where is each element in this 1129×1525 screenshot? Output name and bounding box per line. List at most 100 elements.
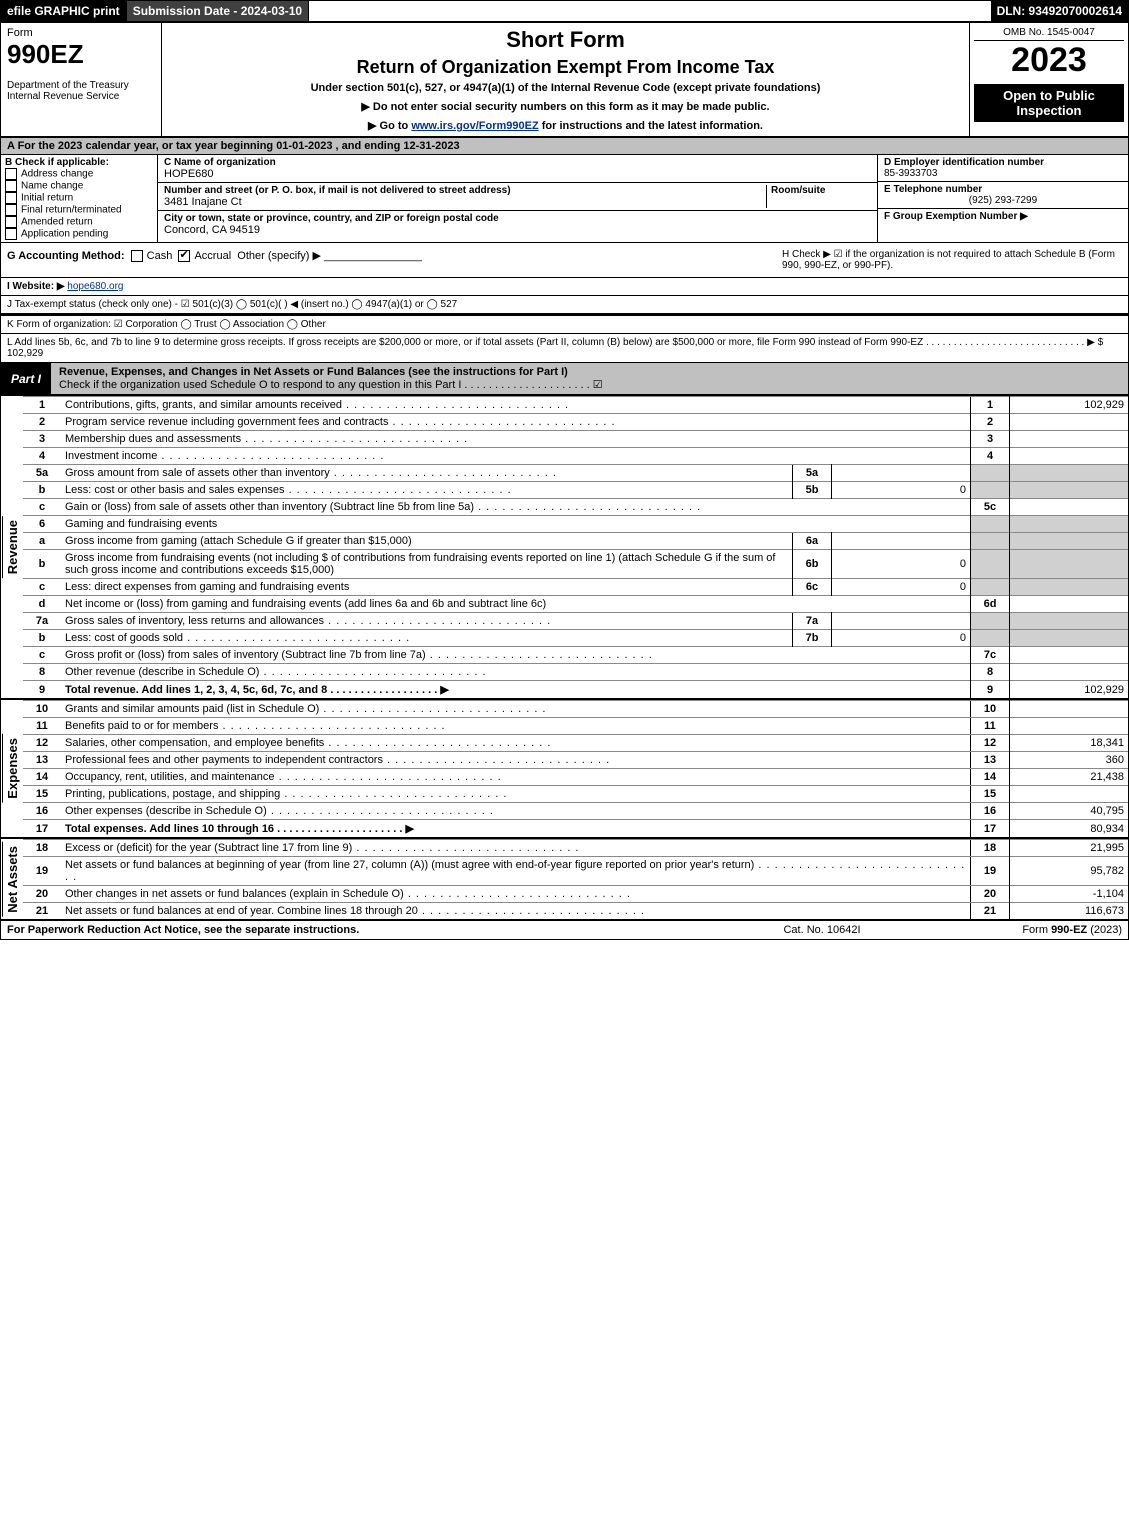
footer-right: Form 990-EZ (2023) <box>922 924 1122 936</box>
ein-value: 85-3933703 <box>884 168 1122 179</box>
line-11: 11Benefits paid to or for members11 <box>23 718 1128 735</box>
form-number: 990EZ <box>7 39 155 70</box>
ein-block: D Employer identification number 85-3933… <box>878 155 1128 182</box>
line-6: 6 Gaming and fundraising events <box>23 516 1128 533</box>
line-12: 12Salaries, other compensation, and empl… <box>23 735 1128 752</box>
line-14: 14Occupancy, rent, utilities, and mainte… <box>23 769 1128 786</box>
line-6c: c Less: direct expenses from gaming and … <box>23 579 1128 596</box>
line-13: 13Professional fees and other payments t… <box>23 752 1128 769</box>
line-6a: a Gross income from gaming (attach Sched… <box>23 533 1128 550</box>
tel-block: E Telephone number (925) 293-7299 <box>878 182 1128 209</box>
chk-application-pending[interactable] <box>5 228 17 240</box>
footer-cat: Cat. No. 10642I <box>722 924 922 936</box>
website-link[interactable]: hope680.org <box>67 281 123 292</box>
line-1: 1 Contributions, gifts, grants, and simi… <box>23 397 1128 414</box>
opt-application-pending: Application pending <box>5 228 153 240</box>
chk-initial-return[interactable] <box>5 192 17 204</box>
goto-line: ▶ Go to www.irs.gov/Form990EZ for instru… <box>168 119 963 132</box>
form-word: Form <box>7 27 155 39</box>
expenses-vlabel: Expenses <box>2 734 22 803</box>
g-label: G Accounting Method: <box>7 250 125 262</box>
line-19: 19Net assets or fund balances at beginni… <box>23 857 1128 886</box>
row-l: L Add lines 5b, 6c, and 7b to line 9 to … <box>1 334 1128 363</box>
line-3: 3 Membership dues and assessments 3 <box>23 431 1128 448</box>
box-b: B Check if applicable: Address change Na… <box>1 155 158 242</box>
opt-initial-return: Initial return <box>5 192 153 204</box>
box-c: C Name of organization HOPE680 Number an… <box>158 155 877 242</box>
header-right: OMB No. 1545-0047 2023 Open to Public In… <box>969 23 1128 136</box>
line-7c: c Gross profit or (loss) from sales of i… <box>23 647 1128 664</box>
org-name-label: C Name of organization <box>164 157 871 168</box>
row-g-h: G Accounting Method: Cash Accrual Other … <box>1 243 1128 278</box>
line-7b: b Less: cost of goods sold 7b 0 <box>23 630 1128 647</box>
netassets-section: Net Assets 18Excess or (deficit) for the… <box>1 837 1128 919</box>
org-addr-row: Number and street (or P. O. box, if mail… <box>158 183 877 211</box>
expenses-table: 10Grants and similar amounts paid (list … <box>23 700 1128 837</box>
part-i-check: Check if the organization used Schedule … <box>59 379 603 391</box>
part-i-title: Revenue, Expenses, and Changes in Net As… <box>51 363 1128 394</box>
line-21: 21Net assets or fund balances at end of … <box>23 903 1128 920</box>
ein-label: D Employer identification number <box>884 157 1122 168</box>
g-other: Other (specify) ▶ <box>237 250 321 262</box>
i-label: I Website: ▶ <box>7 281 65 292</box>
short-form-title: Short Form <box>168 27 963 53</box>
netassets-vlabel: Net Assets <box>2 842 22 917</box>
line-10: 10Grants and similar amounts paid (list … <box>23 701 1128 718</box>
tax-year: 2023 <box>974 41 1124 80</box>
line-18: 18Excess or (deficit) for the year (Subt… <box>23 840 1128 857</box>
line-4: 4 Investment income 4 <box>23 448 1128 465</box>
main-title: Return of Organization Exempt From Incom… <box>168 57 963 78</box>
org-addr: 3481 Inajane Ct <box>164 196 766 208</box>
chk-cash[interactable] <box>131 250 143 262</box>
irs-link[interactable]: www.irs.gov/Form990EZ <box>411 120 538 132</box>
line-16: 16Other expenses (describe in Schedule O… <box>23 803 1128 820</box>
g-accrual: Accrual <box>194 250 231 262</box>
line-9: 9 Total revenue. Add lines 1, 2, 3, 4, 5… <box>23 681 1128 699</box>
goto-pre: ▶ Go to <box>368 120 411 132</box>
dept-treasury: Department of the Treasury Internal Reve… <box>7 80 155 102</box>
ssn-warning: ▶ Do not enter social security numbers o… <box>168 100 963 113</box>
box-def: D Employer identification number 85-3933… <box>877 155 1128 242</box>
part-i-tab: Part I <box>1 369 51 389</box>
netassets-table: 18Excess or (deficit) for the year (Subt… <box>23 839 1128 919</box>
dln-label: DLN: 93492070002614 <box>991 1 1128 21</box>
grp-label: F Group Exemption Number ▶ <box>884 211 1122 222</box>
tel-value: (925) 293-7299 <box>884 195 1122 206</box>
line-6d: d Net income or (loss) from gaming and f… <box>23 596 1128 613</box>
org-name-row: C Name of organization HOPE680 <box>158 155 877 183</box>
row-i: I Website: ▶ hope680.org <box>1 278 1128 296</box>
part-i-header: Part I Revenue, Expenses, and Changes in… <box>1 363 1128 394</box>
chk-final-return[interactable] <box>5 204 17 216</box>
opt-address-change: Address change <box>5 168 153 180</box>
chk-address-change[interactable] <box>5 168 17 180</box>
efile-label: efile GRAPHIC print <box>1 1 127 21</box>
revenue-vlabel: Revenue <box>2 516 22 578</box>
chk-accrual[interactable] <box>178 250 190 262</box>
line-7a: 7a Gross sales of inventory, less return… <box>23 613 1128 630</box>
footer-left: For Paperwork Reduction Act Notice, see … <box>7 924 722 936</box>
top-spacer <box>309 1 990 21</box>
header-center: Short Form Return of Organization Exempt… <box>162 23 969 136</box>
g-cash: Cash <box>147 250 173 262</box>
goto-post: for instructions and the latest informat… <box>542 120 763 132</box>
line-8: 8 Other revenue (describe in Schedule O)… <box>23 664 1128 681</box>
opt-name-change: Name change <box>5 180 153 192</box>
submission-date: Submission Date - 2024-03-10 <box>127 1 309 21</box>
header-left: Form 990EZ Department of the Treasury In… <box>1 23 162 136</box>
line-6b: b Gross income from fundraising events (… <box>23 550 1128 579</box>
revenue-table: 1 Contributions, gifts, grants, and simi… <box>23 396 1128 698</box>
top-bar: efile GRAPHIC print Submission Date - 20… <box>1 1 1128 23</box>
form-990ez-page: efile GRAPHIC print Submission Date - 20… <box>0 0 1129 940</box>
row-h: H Check ▶ ☑ if the organization is not r… <box>782 249 1122 271</box>
line-5b: b Less: cost or other basis and sales ex… <box>23 482 1128 499</box>
chk-amended-return[interactable] <box>5 216 17 228</box>
row-g: G Accounting Method: Cash Accrual Other … <box>7 249 782 271</box>
expenses-section: Expenses 10Grants and similar amounts pa… <box>1 698 1128 837</box>
page-footer: For Paperwork Reduction Act Notice, see … <box>1 919 1128 939</box>
addr-label: Number and street (or P. O. box, if mail… <box>164 185 766 196</box>
chk-name-change[interactable] <box>5 180 17 192</box>
grp-block: F Group Exemption Number ▶ <box>878 209 1128 224</box>
opt-amended-return: Amended return <box>5 216 153 228</box>
row-bcd: B Check if applicable: Address change Na… <box>1 155 1128 243</box>
box-b-title: B Check if applicable: <box>5 157 153 168</box>
